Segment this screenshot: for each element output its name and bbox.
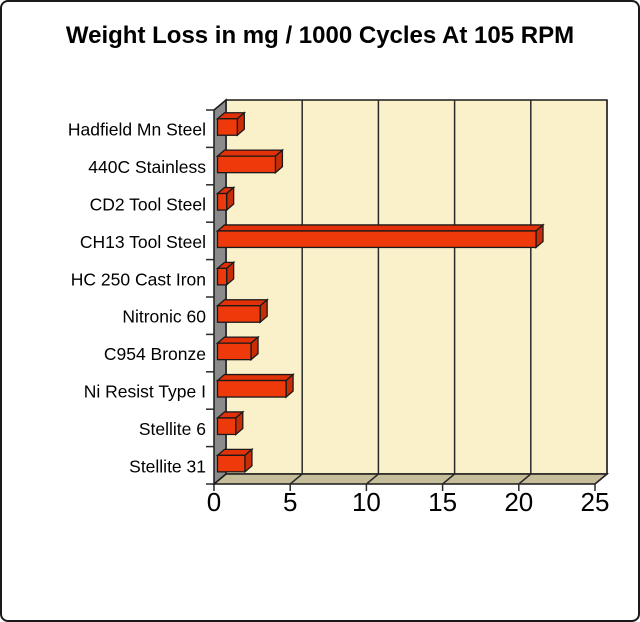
- category-label: CD2 Tool Steel: [90, 195, 206, 215]
- gridline-floor-segment: [518, 473, 532, 485]
- bar-top-face: [215, 299, 269, 307]
- x-tick-label: 0: [207, 487, 221, 517]
- bar: [216, 379, 287, 398]
- bar: [216, 155, 277, 174]
- gridline-floor-segment: [289, 473, 303, 485]
- gridline-floor-segment: [442, 473, 456, 485]
- bar: [216, 192, 228, 211]
- category-label: C954 Bronze: [104, 344, 206, 364]
- plot-back-wall: [225, 99, 608, 475]
- bar: [216, 342, 252, 361]
- category-label: CH13 Tool Steel: [80, 232, 206, 252]
- plot-3d-group: 0 5 10 15 20 25 Hadfield Mn Steel 440C Stainles…: [68, 98, 610, 517]
- gridline-floor-segment: [365, 473, 379, 485]
- x-tick-label: 10: [352, 487, 381, 517]
- chart-title: Weight Loss in mg / 1000 Cycles At 105 R…: [65, 22, 575, 49]
- category-label: HC 250 Cast Iron: [71, 269, 206, 289]
- gridline-floor-segment: [594, 473, 608, 485]
- bar: [216, 118, 238, 136]
- category-label: Nitronic 60: [122, 307, 206, 327]
- bar-top-face: [215, 149, 285, 157]
- bar-top-face: [215, 373, 295, 382]
- category-label: Hadfield Mn Steel: [68, 120, 206, 140]
- x-tick-label: 20: [504, 487, 533, 517]
- bar: [216, 417, 237, 436]
- bar: [216, 267, 228, 286]
- category-label: Ni Resist Type I: [84, 382, 206, 402]
- x-tick-label: 25: [581, 487, 610, 517]
- bar-top-face: [215, 224, 545, 232]
- x-tick-label: 5: [283, 487, 297, 517]
- bar: [216, 454, 246, 473]
- category-label: Stellite 31: [129, 456, 206, 476]
- category-label: Stellite 6: [139, 419, 206, 439]
- x-tick-label: 15: [428, 487, 457, 517]
- plot-floor: [211, 473, 610, 485]
- bar: [216, 305, 261, 323]
- bar: [216, 230, 537, 249]
- category-label: 440C Stainless: [88, 157, 206, 177]
